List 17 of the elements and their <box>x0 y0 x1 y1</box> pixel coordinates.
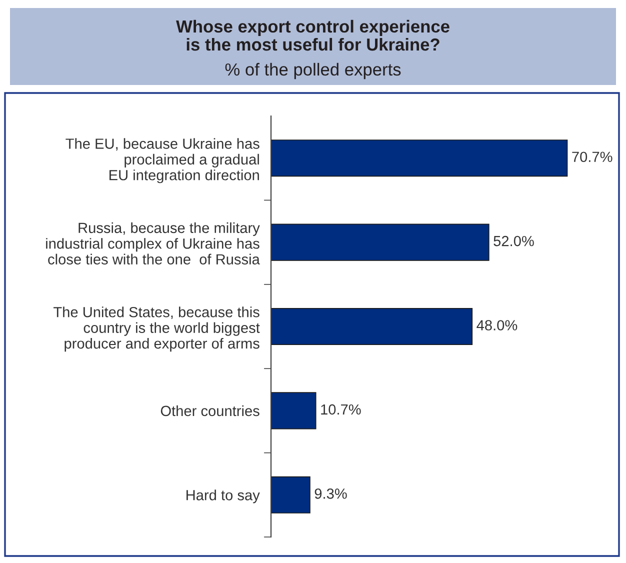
data-label: 70.7% <box>572 152 612 162</box>
data-label: 52.0% <box>494 236 534 246</box>
data-label: 9.3% <box>314 488 347 499</box>
bar <box>271 308 473 346</box>
bar <box>271 224 490 261</box>
bar <box>271 392 316 430</box>
chart-subtitle: % of the polled experts <box>225 62 401 80</box>
y-tick-label: Hard to say <box>186 490 260 504</box>
y-tick-label: The United States, because this country is the world biggest producer and exporter of arms <box>54 306 260 352</box>
y-tick-label: Other countries <box>160 405 260 416</box>
data-label: 10.7% <box>321 404 361 415</box>
bar <box>271 140 568 177</box>
bar <box>271 476 310 514</box>
y-tick-label: The EU, because Ukraine has proclaimed a gradual EU integration direction <box>66 138 260 184</box>
y-tick-label: Russia, because the military industrial complex of Ukraine has close ties with the one of Russia <box>46 222 260 264</box>
chart-title: Whose export control experience is the most useful for Ukraine? <box>176 20 450 51</box>
data-label: 48.0% <box>476 320 518 330</box>
